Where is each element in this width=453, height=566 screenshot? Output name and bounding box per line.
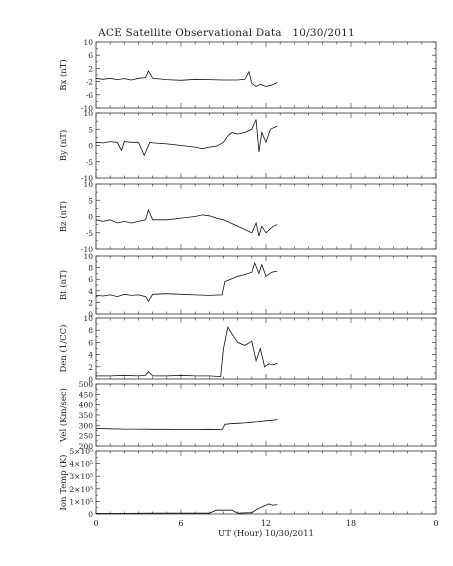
x-tick-label: 0 <box>93 519 98 528</box>
y-tick-label: 5 <box>88 125 93 134</box>
y-tick-label: 0 <box>88 375 93 384</box>
series-line <box>95 119 278 157</box>
x-axis-label: UT (Hour) 10/30/2011 <box>218 528 314 539</box>
y-axis-label: Ion Temp (K) <box>58 455 69 511</box>
y-tick-label: -10 <box>81 104 93 113</box>
title-text: ACE Satellite Observational Data <box>98 27 282 39</box>
y-tick-label: 2 <box>88 363 93 372</box>
y-tick-label: 8 <box>88 264 93 273</box>
y-tick-label: -6 <box>86 91 94 100</box>
y-tick-label: 4 <box>88 287 93 296</box>
panel-frame <box>95 450 437 515</box>
y-tick-label: -2 <box>86 78 94 87</box>
series-line <box>95 261 278 302</box>
y-tick-label: -5 <box>86 229 94 238</box>
y-axis-label: Vel (Km/sec) <box>58 388 69 443</box>
y-tick-label: 300 <box>79 421 94 430</box>
x-tick-label: 12 <box>261 519 271 528</box>
y-tick-label: 200 <box>79 442 94 451</box>
y-tick-label: 0 <box>88 142 93 151</box>
panel-frame <box>95 255 437 315</box>
y-tick-label: 4 <box>88 351 93 360</box>
y-axis-label: Bx (nT) <box>58 59 69 91</box>
series-line <box>96 503 278 514</box>
y-tick-label: 5 <box>88 196 93 205</box>
y-tick-label: 2 <box>88 298 93 307</box>
panel-frame <box>95 317 437 380</box>
series-line <box>95 208 278 237</box>
y-tick-label: 450 <box>79 390 94 399</box>
y-tick-label: 6 <box>88 338 93 347</box>
y-tick-label: 10 <box>83 109 93 118</box>
y-tick-label: 350 <box>79 411 94 420</box>
title-date: 10/30/2011 <box>292 27 355 39</box>
panel-frame <box>95 183 437 250</box>
y-tick-label: 400 <box>79 401 94 410</box>
y-axis-label: By (nT) <box>58 130 69 162</box>
y-axis-label: Den (1/CC) <box>58 325 69 373</box>
x-tick-label: 18 <box>346 519 356 528</box>
y-tick-label: 6 <box>88 51 93 60</box>
y-tick-label: 10 <box>83 38 93 47</box>
y-tick-label: 0 <box>88 213 93 222</box>
y-tick-label: 10 <box>83 314 93 323</box>
y-tick-label: 10 <box>83 252 93 261</box>
x-tick-label: 6 <box>178 519 183 528</box>
y-tick-label: 6 <box>88 275 93 284</box>
y-tick-label: 500 <box>79 380 94 389</box>
y-tick-label: 1×10⁵ <box>69 497 93 506</box>
y-tick-label: -5 <box>86 158 94 167</box>
panel-frame <box>95 112 437 179</box>
y-tick-label: 4×10⁵ <box>69 460 93 469</box>
y-axis-label: Bz (nT) <box>58 201 69 232</box>
series-line <box>96 326 278 378</box>
y-tick-label: 0 <box>88 510 93 519</box>
y-tick-label: 10 <box>83 180 93 189</box>
series-line <box>95 419 278 430</box>
y-axis-label: Bt (nT) <box>58 270 69 300</box>
y-tick-label: 2×10⁵ <box>69 485 93 494</box>
series-line <box>95 70 278 87</box>
y-tick-label: -10 <box>81 245 93 254</box>
y-tick-label: 250 <box>79 432 94 441</box>
y-tick-label: 3×10⁵ <box>69 472 93 481</box>
y-tick-label: 2 <box>88 64 93 73</box>
y-tick-label: 8 <box>88 326 93 335</box>
y-tick-label: 5×10⁵ <box>69 447 93 456</box>
y-tick-label: -10 <box>81 174 93 183</box>
y-tick-label: 0 <box>88 310 93 319</box>
panel-frame <box>95 383 437 447</box>
chart-title: ACE Satellite Observational Data 10/30/2… <box>0 27 453 39</box>
x-tick-label: 0 <box>433 519 438 528</box>
